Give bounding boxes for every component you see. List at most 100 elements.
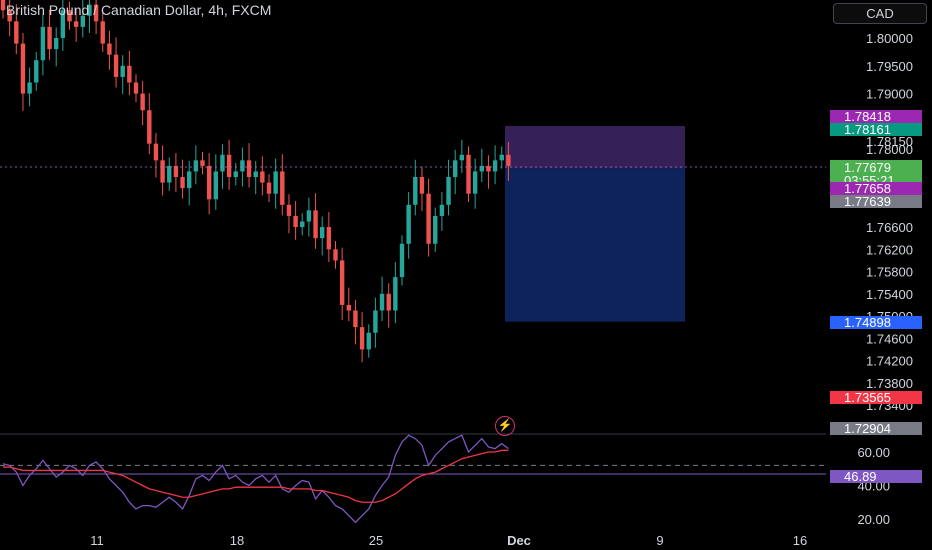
candle-body (466, 154, 471, 194)
candle-body (280, 171, 285, 205)
price-tick-label: 1.76600 (866, 220, 913, 235)
candle-body (14, 21, 19, 44)
price-tick-label: 1.76200 (866, 242, 913, 257)
candle-body (93, 4, 99, 22)
candle-body (67, 10, 72, 22)
candle-body (180, 177, 185, 189)
candle-body (499, 154, 504, 161)
candle-body (413, 177, 418, 205)
candle-body (127, 65, 132, 83)
candle-body (133, 82, 139, 94)
price-tick-label: 1.79500 (866, 59, 913, 74)
candle-body (100, 21, 105, 44)
rsi-line (2, 434, 509, 524)
candle-body (0, 0, 6, 11)
price-tick-label: 1.78000 (866, 142, 913, 157)
candle-body (313, 210, 318, 239)
candle-body (266, 182, 272, 194)
price-tick-label: 1.80000 (866, 31, 913, 46)
candle-body (153, 143, 159, 161)
previous-low-price-tag: 1.73565 (830, 391, 922, 404)
candle-body (147, 110, 152, 144)
candle-body (353, 310, 358, 328)
rsi-ma-line (3, 449, 509, 503)
candle-body (220, 154, 225, 172)
candle-body (373, 310, 378, 333)
candle-body (492, 160, 498, 172)
take-profit-zone (505, 168, 685, 322)
candle-body (34, 60, 39, 83)
candle-body (173, 165, 179, 178)
price-tick-label: 1.78150 (866, 134, 913, 149)
candle-body (54, 38, 59, 50)
candle-body (459, 154, 465, 161)
candle-body (20, 43, 26, 94)
candle-body (339, 260, 345, 305)
candle-body (80, 15, 85, 27)
candle-body (359, 327, 365, 350)
stop-loss-zone (505, 125, 685, 169)
candle-body (286, 204, 292, 216)
candle-body (419, 177, 425, 194)
candle-body (406, 204, 411, 244)
candle-body (260, 171, 265, 183)
candle-body (479, 165, 484, 172)
candle-body (200, 160, 205, 166)
rsi-tick-label: 20.00 (857, 512, 890, 527)
candle-body (273, 171, 278, 194)
candle-body (140, 93, 145, 111)
candle-body (206, 165, 212, 200)
currency-button[interactable]: CAD (833, 3, 927, 24)
chart-title: British Pound / Canadian Dollar, 4h, FXC… (6, 2, 272, 18)
candle-body (300, 221, 305, 228)
candle-body (120, 65, 125, 77)
candle-body (379, 293, 385, 311)
candle-body (187, 171, 192, 189)
rsi-value-tag: 46.89 (830, 470, 922, 483)
stop-loss-price-tag: 1.78418 (830, 110, 922, 123)
lightning-icon[interactable]: ⚡ (495, 416, 515, 436)
candle-body (399, 243, 405, 278)
candle-body (40, 26, 46, 61)
candle-body (306, 210, 312, 222)
time-tick-label: 25 (369, 533, 383, 548)
time-tick-label: 11 (90, 533, 104, 548)
candle-body (439, 204, 445, 216)
candle-body (386, 293, 391, 311)
rsi-tick-label: 60.00 (857, 445, 890, 460)
candle-body (486, 165, 491, 172)
candle-body (446, 177, 451, 205)
candle-body (167, 165, 172, 183)
candle-body (366, 332, 371, 350)
price-tick-label: 1.74600 (866, 331, 913, 346)
price-tick-label: 1.75800 (866, 265, 913, 280)
last-price: 1.77679 (844, 160, 891, 175)
price-tick-label: 1.74200 (866, 354, 913, 369)
candle-body (160, 160, 165, 183)
candle-body (113, 54, 119, 77)
time-tick-label: 18 (230, 533, 244, 548)
candle-body (193, 160, 199, 172)
time-tick-label: 16 (793, 533, 807, 548)
candle-body (246, 160, 252, 178)
price-tick-label: 1.79000 (866, 87, 913, 102)
candle-body (346, 304, 351, 311)
candle-body (293, 215, 298, 228)
candle-body (7, 10, 12, 22)
take-profit-price-tag: 1.74898 (830, 316, 922, 329)
candle-body (472, 171, 478, 194)
candle-body (326, 227, 332, 250)
candle-body (73, 21, 79, 27)
price-tick-label: 1.75400 (866, 287, 913, 302)
candle-body (213, 171, 218, 200)
time-tick-label: Dec (507, 533, 531, 548)
candle-body (426, 193, 431, 244)
candle-body (333, 249, 338, 261)
candle-body (47, 26, 52, 50)
candle-body (233, 171, 238, 178)
crosshair-price-tag: 1.72904 (830, 422, 922, 435)
candle-body (27, 82, 32, 94)
candle-body (253, 171, 258, 178)
bid-price-tag: 1.77639 (830, 195, 922, 208)
